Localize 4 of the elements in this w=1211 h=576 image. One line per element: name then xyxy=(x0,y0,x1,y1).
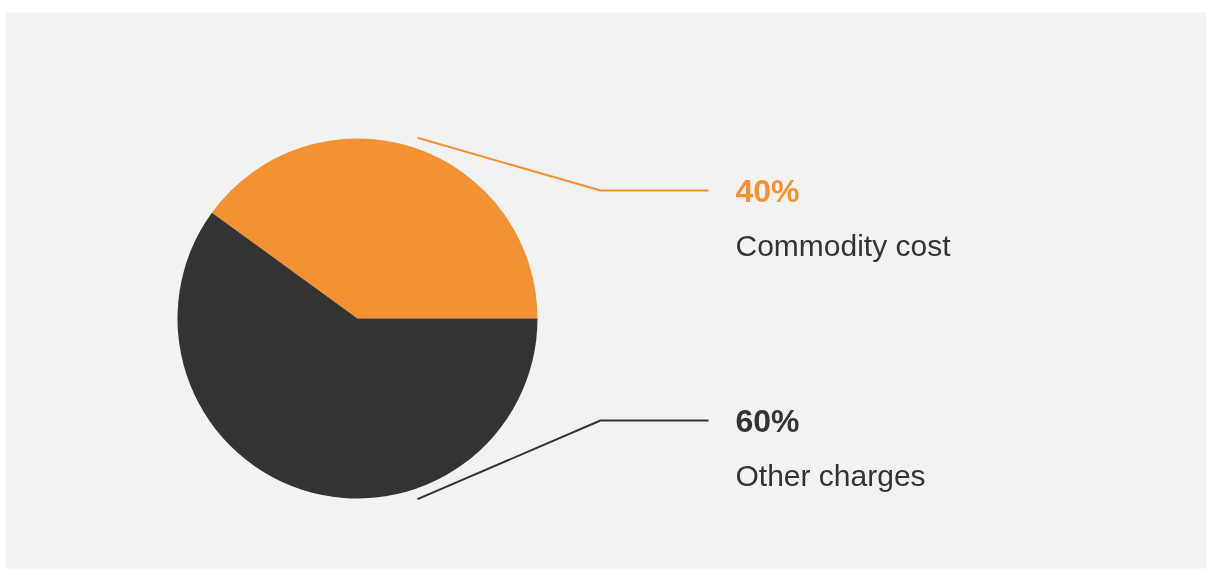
slice-label: Commodity cost xyxy=(735,229,952,262)
slice-label: Other charges xyxy=(735,459,926,492)
data-label: 60% xyxy=(735,402,800,439)
data-label: 40% xyxy=(735,172,800,209)
